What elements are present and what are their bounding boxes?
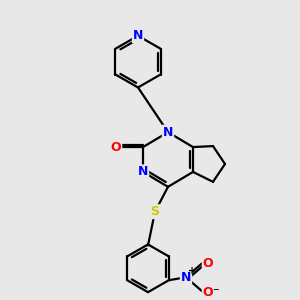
Text: N: N [181,271,191,284]
Text: O: O [203,286,213,299]
Text: +: + [188,266,196,276]
Text: O: O [203,257,213,270]
Text: ⁻: ⁻ [212,286,218,299]
Text: O: O [111,141,121,154]
Text: N: N [163,126,173,139]
Text: N: N [133,29,143,42]
Text: S: S [151,205,160,218]
Text: N: N [138,165,148,178]
